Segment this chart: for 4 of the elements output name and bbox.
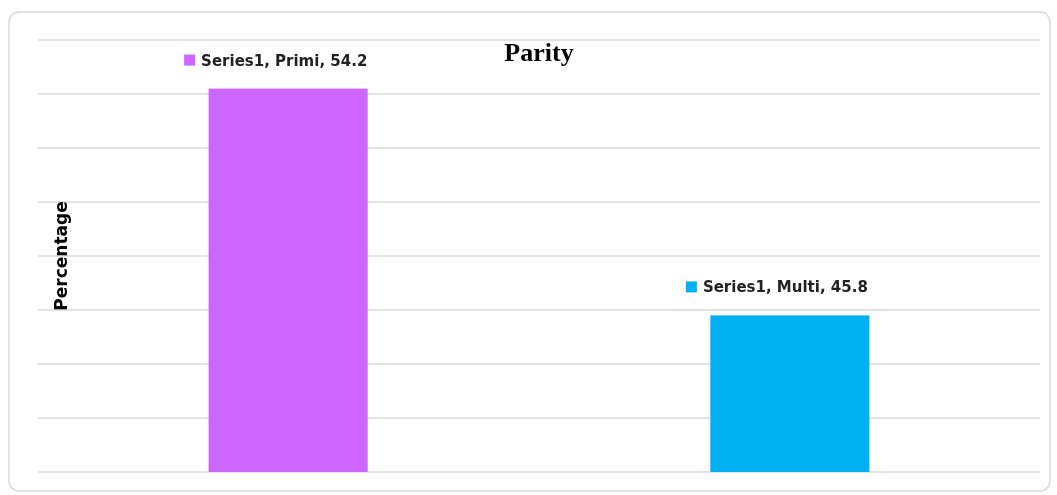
data-label: Series1, Multi, 45.8	[702, 278, 868, 297]
chart-title: Parity	[504, 38, 574, 67]
data-label: Series1, Primi, 54.2	[201, 51, 368, 70]
y-axis-title: Percentage	[51, 201, 71, 311]
